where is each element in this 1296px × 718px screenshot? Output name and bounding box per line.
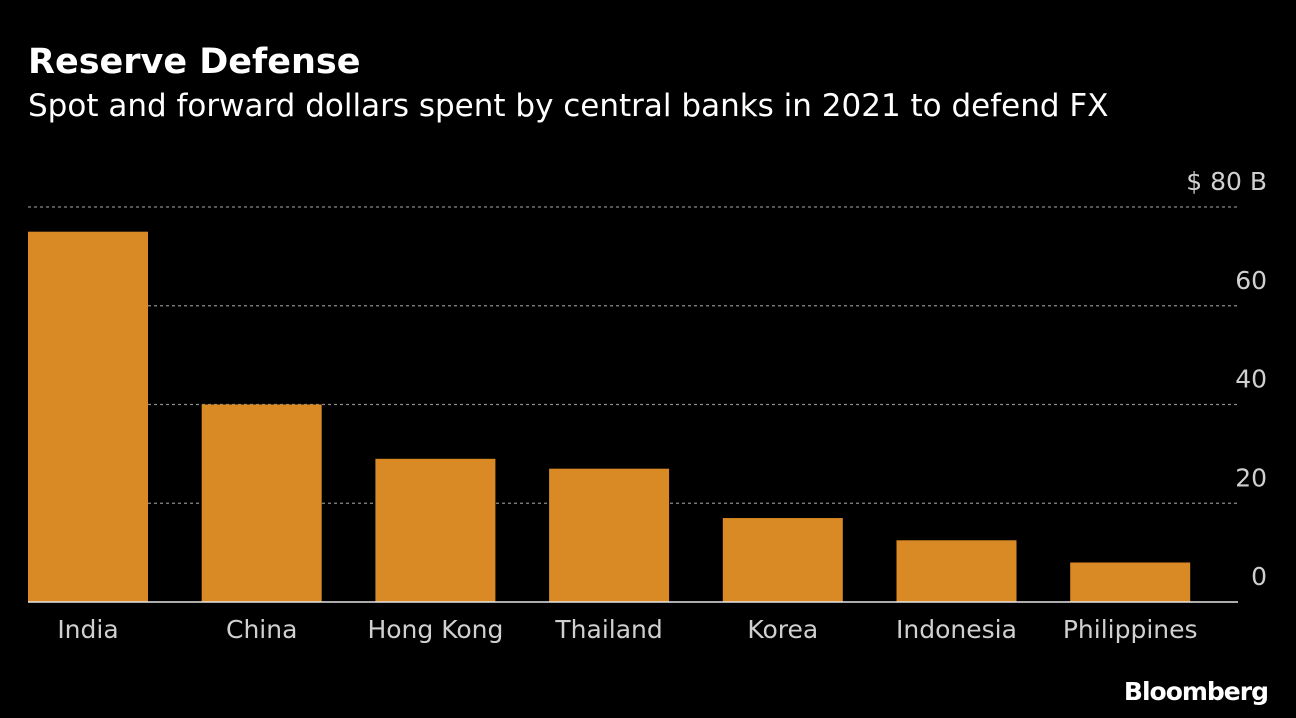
x-axis-labels: India China Hong Kong Thailand Korea Indonesi… [57, 615, 1197, 644]
y-tick-label-80: $ 80 B [1186, 167, 1267, 196]
y-tick-label-0: 0 [1251, 562, 1267, 591]
x-tick-label-india: India [57, 615, 118, 644]
bar-indonesia [896, 540, 1017, 602]
bars [28, 231, 1191, 602]
x-tick-label-hong-kong: Hong Kong [367, 615, 503, 644]
gridlines [28, 206, 1238, 504]
x-tick-label-korea: Korea [747, 615, 818, 644]
bar-korea [722, 518, 843, 602]
y-tick-label-40: 40 [1235, 365, 1267, 394]
y-tick-label-60: 60 [1235, 266, 1267, 295]
x-tick-label-philippines: Philippines [1063, 615, 1198, 644]
chart-subtitle: Spot and forward dollars spent by centra… [28, 88, 1109, 124]
x-tick-label-indonesia: Indonesia [896, 615, 1017, 644]
x-tick-label-china: China [226, 615, 297, 644]
chart-title: Reserve Defense [28, 42, 361, 82]
bar-hong-kong [375, 458, 496, 602]
x-tick-label-thailand: Thailand [554, 615, 662, 644]
y-axis-ticks: 0 20 40 60 $ 80 B [1186, 167, 1267, 591]
y-tick-label-20: 20 [1235, 463, 1267, 492]
bar-thailand [549, 468, 670, 602]
bar-india [28, 231, 148, 602]
bloomberg-logo: Bloomberg [1123, 677, 1269, 706]
bar-china [201, 404, 322, 602]
bar-philippines [1070, 562, 1191, 602]
